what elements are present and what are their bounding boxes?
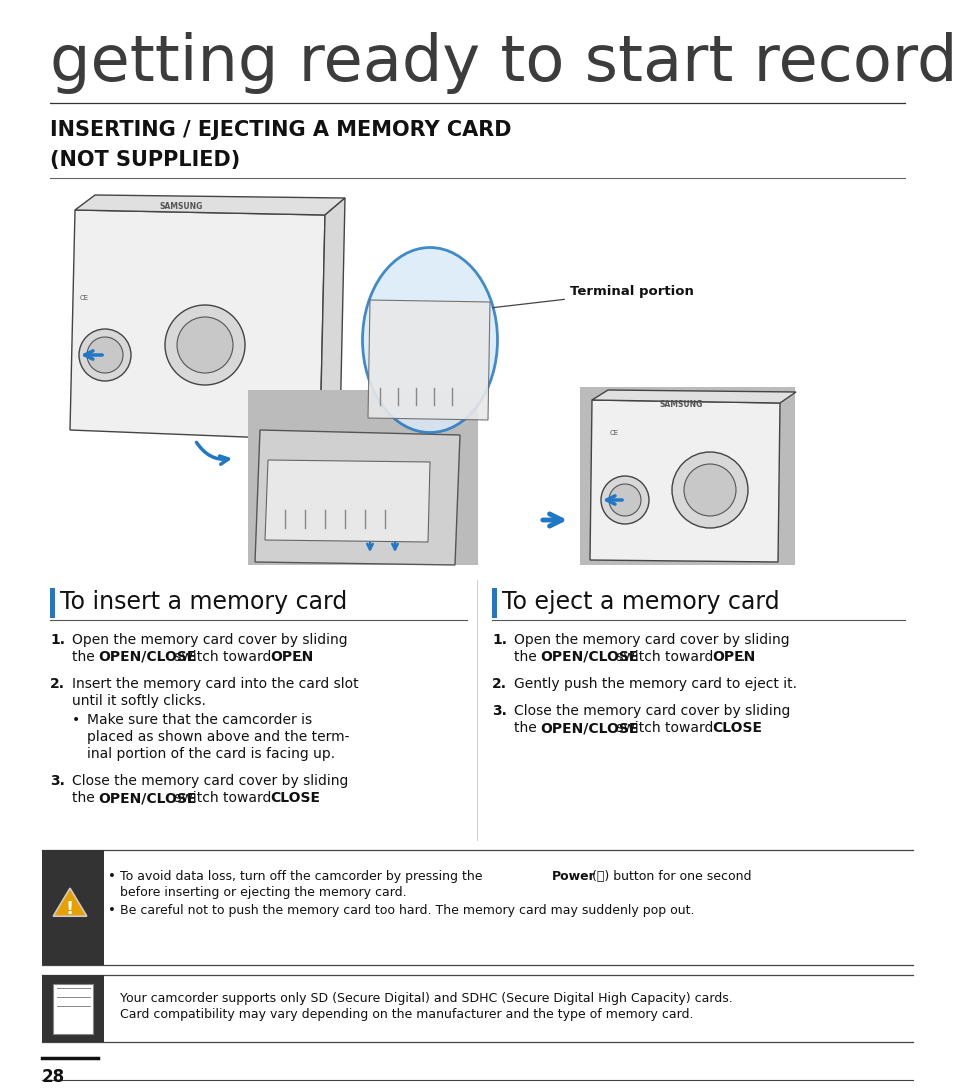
Text: switch toward: switch toward: [612, 721, 717, 735]
Circle shape: [608, 484, 640, 516]
Text: CE: CE: [609, 430, 618, 436]
Text: CLOSE: CLOSE: [270, 791, 319, 805]
Bar: [42, 850, 104, 966]
Bar: [50, 588, 55, 618]
Text: .: .: [305, 791, 309, 805]
Text: 3.: 3.: [492, 704, 506, 718]
Text: INSERTING / EJECTING A MEMORY CARD: INSERTING / EJECTING A MEMORY CARD: [50, 120, 511, 140]
Text: Open the memory card cover by sliding: Open the memory card cover by sliding: [514, 633, 789, 647]
Text: •: •: [108, 870, 115, 883]
Bar: [248, 389, 477, 565]
Text: the: the: [514, 721, 540, 735]
Circle shape: [671, 452, 747, 528]
Text: Make sure that the camcorder is: Make sure that the camcorder is: [87, 714, 312, 727]
Polygon shape: [592, 389, 795, 403]
Text: Open the memory card cover by sliding: Open the memory card cover by sliding: [71, 633, 347, 647]
Text: switch toward: switch toward: [612, 650, 717, 664]
Text: 1.: 1.: [50, 633, 65, 647]
Text: Close the memory card cover by sliding: Close the memory card cover by sliding: [514, 704, 789, 718]
Text: (NOT SUPPLIED): (NOT SUPPLIED): [50, 149, 240, 170]
Polygon shape: [75, 195, 345, 215]
Text: 2.: 2.: [492, 678, 506, 691]
Text: 2.: 2.: [50, 678, 65, 691]
Text: Close the memory card cover by sliding: Close the memory card cover by sliding: [71, 774, 348, 788]
Text: •: •: [71, 714, 80, 727]
Polygon shape: [53, 888, 87, 916]
Text: .: .: [298, 650, 303, 664]
Text: Power: Power: [552, 870, 595, 883]
Bar: [492, 588, 497, 618]
Text: the: the: [71, 791, 99, 805]
Bar: [42, 975, 104, 1042]
Text: 1.: 1.: [492, 633, 506, 647]
Text: OPEN: OPEN: [270, 650, 313, 664]
Text: until it softly clicks.: until it softly clicks.: [71, 694, 206, 708]
Polygon shape: [254, 430, 459, 565]
Text: getting ready to start recording: getting ready to start recording: [50, 32, 953, 94]
Text: SAMSUNG: SAMSUNG: [659, 400, 702, 409]
Text: OPEN/CLOSE: OPEN/CLOSE: [539, 721, 638, 735]
Text: Your camcorder supports only SD (Secure Digital) and SDHC (Secure Digital High C: Your camcorder supports only SD (Secure …: [120, 992, 732, 1005]
Bar: [579, 387, 794, 565]
Text: switch toward: switch toward: [170, 791, 275, 805]
Text: 3.: 3.: [50, 774, 65, 788]
Text: To avoid data loss, turn off the camcorder by pressing the: To avoid data loss, turn off the camcord…: [120, 870, 486, 883]
Circle shape: [683, 464, 735, 516]
Polygon shape: [319, 197, 345, 440]
Text: switch toward: switch toward: [170, 650, 275, 664]
Text: (ⓨ) button for one second: (ⓨ) button for one second: [587, 870, 751, 883]
Text: To insert a memory card: To insert a memory card: [60, 590, 347, 614]
Text: the: the: [514, 650, 540, 664]
Text: Card compatibility may vary depending on the manufacturer and the type of memory: Card compatibility may vary depending on…: [120, 1008, 693, 1021]
Bar: [53, 984, 92, 1034]
Polygon shape: [53, 888, 87, 916]
Text: before inserting or ejecting the memory card.: before inserting or ejecting the memory …: [120, 886, 406, 899]
Polygon shape: [368, 300, 490, 420]
Circle shape: [177, 317, 233, 373]
Circle shape: [87, 337, 123, 373]
Text: Insert the memory card into the card slot: Insert the memory card into the card slo…: [71, 678, 358, 691]
Text: OPEN/CLOSE: OPEN/CLOSE: [98, 791, 196, 805]
Text: OPEN/CLOSE: OPEN/CLOSE: [98, 650, 196, 664]
Circle shape: [600, 476, 648, 524]
Circle shape: [79, 329, 131, 381]
Text: .: .: [740, 650, 744, 664]
Text: Terminal portion: Terminal portion: [493, 285, 693, 308]
Text: SAMSUNG: SAMSUNG: [160, 202, 203, 211]
Text: 28: 28: [42, 1068, 65, 1086]
Text: •: •: [108, 904, 115, 918]
Polygon shape: [589, 400, 780, 562]
Text: CLOSE: CLOSE: [711, 721, 761, 735]
Text: .: .: [746, 721, 751, 735]
Text: placed as shown above and the term-: placed as shown above and the term-: [87, 730, 349, 744]
Text: !: !: [66, 900, 74, 918]
Polygon shape: [265, 460, 430, 542]
Text: Be careful not to push the memory card too hard. The memory card may suddenly po: Be careful not to push the memory card t…: [120, 904, 694, 918]
Circle shape: [165, 305, 245, 385]
Text: OPEN/CLOSE: OPEN/CLOSE: [539, 650, 638, 664]
Text: inal portion of the card is facing up.: inal portion of the card is facing up.: [87, 747, 335, 762]
Text: To eject a memory card: To eject a memory card: [501, 590, 779, 614]
Text: the: the: [71, 650, 99, 664]
Ellipse shape: [362, 248, 497, 432]
Text: OPEN: OPEN: [711, 650, 755, 664]
Text: !: !: [66, 900, 74, 918]
Text: Gently push the memory card to eject it.: Gently push the memory card to eject it.: [514, 678, 796, 691]
Polygon shape: [70, 209, 325, 440]
Text: CE: CE: [80, 295, 89, 301]
